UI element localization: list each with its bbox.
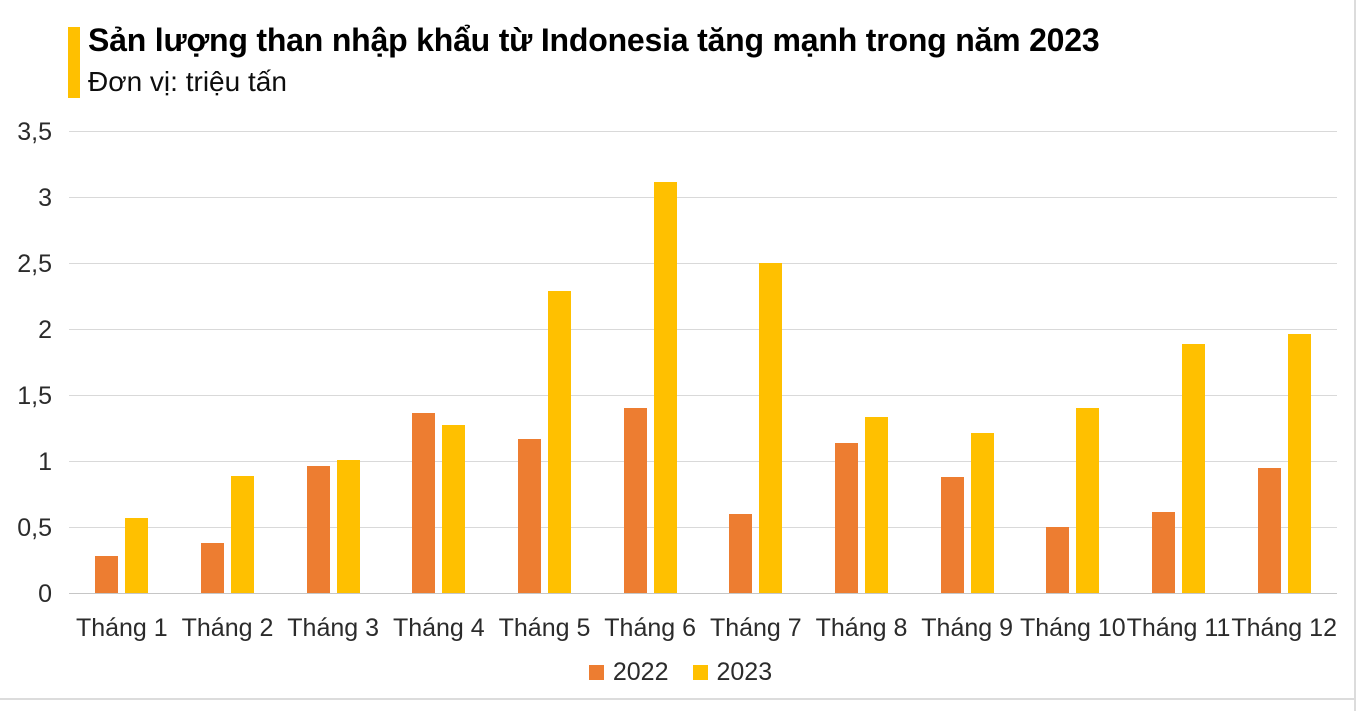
y-tick-label: 2,5 xyxy=(17,250,52,278)
bar-group-month-2 xyxy=(175,131,281,593)
legend-item-2023: 2023 xyxy=(692,658,773,686)
x-tick-label: Tháng 8 xyxy=(815,614,908,642)
bar-2022-month-1 xyxy=(95,556,119,593)
chart-title: Sản lượng than nhập khẩu từ Indonesia tă… xyxy=(88,22,1100,58)
bar-2023-month-6 xyxy=(653,182,677,593)
bar-group-month-3 xyxy=(280,131,386,593)
right-border-divider xyxy=(1354,0,1356,711)
bar-group-month-11 xyxy=(1126,131,1232,593)
y-tick-label: 1,5 xyxy=(17,382,52,410)
y-tick-label: 0,5 xyxy=(17,514,52,542)
bar-group-month-1 xyxy=(69,131,175,593)
y-tick-label: 1 xyxy=(38,448,52,476)
title-accent-bar xyxy=(68,27,80,98)
bar-2023-month-8 xyxy=(864,417,888,593)
chart-legend: 2022 2023 xyxy=(0,659,1361,685)
bar-2022-month-5 xyxy=(517,438,541,593)
bar-2022-month-9 xyxy=(940,476,964,593)
bar-2022-month-12 xyxy=(1257,467,1281,593)
bar-2023-month-4 xyxy=(442,425,466,593)
bar-2022-month-2 xyxy=(200,542,224,593)
bar-2023-month-11 xyxy=(1181,343,1205,593)
x-tick-label: Tháng 10 xyxy=(1020,614,1126,642)
bar-2022-month-4 xyxy=(412,413,436,593)
legend-label: 2023 xyxy=(716,658,773,686)
bar-group-month-5 xyxy=(492,131,598,593)
bar-2023-month-5 xyxy=(547,290,571,593)
x-tick-label: Tháng 5 xyxy=(498,614,591,642)
bar-2023-month-3 xyxy=(336,459,360,593)
gridline xyxy=(69,131,1337,132)
y-tick-label: 2 xyxy=(38,316,52,344)
gridline xyxy=(69,461,1337,462)
bar-2022-month-11 xyxy=(1151,512,1175,593)
legend-swatch-2022 xyxy=(588,664,604,680)
gridline xyxy=(69,395,1337,396)
x-tick-label: Tháng 4 xyxy=(392,614,485,642)
bar-group-month-8 xyxy=(809,131,915,593)
bar-group-month-6 xyxy=(597,131,703,593)
bar-group-month-10 xyxy=(1020,131,1126,593)
bar-2023-month-10 xyxy=(1076,408,1100,593)
gridline xyxy=(69,527,1337,528)
y-tick-label: 0 xyxy=(38,580,52,608)
gridline xyxy=(69,263,1337,264)
legend-swatch-2023 xyxy=(692,664,708,680)
bar-2022-month-6 xyxy=(623,408,647,593)
bar-group-month-9 xyxy=(914,131,1020,593)
bar-2023-month-12 xyxy=(1287,334,1311,593)
y-tick-label: 3 xyxy=(38,184,52,212)
bottom-border-divider xyxy=(0,698,1356,700)
x-tick-label: Tháng 3 xyxy=(287,614,380,642)
x-tick-label: Tháng 12 xyxy=(1231,614,1337,642)
bar-2022-month-7 xyxy=(729,513,753,593)
x-axis-line xyxy=(69,593,1337,594)
bar-group-month-12 xyxy=(1231,131,1337,593)
x-tick-label: Tháng 2 xyxy=(181,614,274,642)
legend-label: 2022 xyxy=(612,658,669,686)
bar-2023-month-1 xyxy=(125,517,149,593)
bar-2022-month-8 xyxy=(834,442,858,593)
plot-area xyxy=(69,131,1337,594)
x-tick-label: Tháng 11 xyxy=(1126,614,1231,642)
gridline xyxy=(69,329,1337,330)
legend-item-2022: 2022 xyxy=(588,658,669,686)
bar-group-month-4 xyxy=(386,131,492,593)
bar-2023-month-9 xyxy=(970,433,994,593)
bar-2023-month-2 xyxy=(230,475,254,593)
bar-2023-month-7 xyxy=(759,263,783,593)
chart-unit-label: Đơn vị: triệu tấn xyxy=(88,66,287,97)
gridline xyxy=(69,197,1337,198)
bar-2022-month-3 xyxy=(306,466,330,593)
bar-group-month-7 xyxy=(703,131,809,593)
x-tick-label: Tháng 6 xyxy=(604,614,697,642)
x-tick-label: Tháng 7 xyxy=(709,614,802,642)
bar-2022-month-10 xyxy=(1046,527,1070,593)
x-tick-label: Tháng 9 xyxy=(921,614,1014,642)
y-tick-label: 3,5 xyxy=(17,118,52,146)
x-tick-label: Tháng 1 xyxy=(75,614,168,642)
